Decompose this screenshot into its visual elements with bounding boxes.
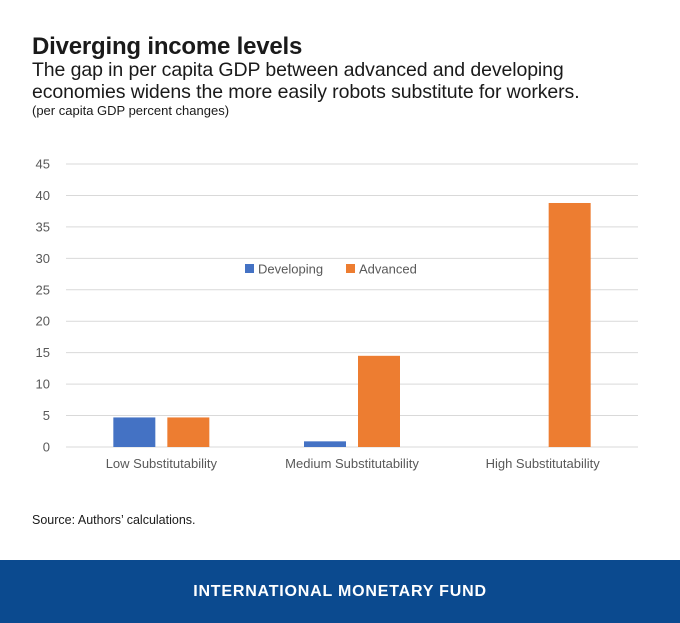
footer-banner: INTERNATIONAL MONETARY FUND	[0, 560, 680, 623]
legend-label-developing: Developing	[258, 262, 323, 277]
source-note: Source: Authors’ calculations.	[32, 513, 196, 527]
bar-advanced-1	[167, 417, 210, 447]
chart-units: (per capita GDP percent changes)	[32, 103, 230, 118]
y-tick-label: 40	[36, 188, 50, 203]
y-tick-label: 20	[36, 314, 50, 329]
x-category-label: Medium Substitutability	[285, 456, 419, 471]
y-tick-label: 0	[43, 440, 50, 455]
bar-advanced-3	[548, 202, 591, 447]
bar-advanced-2	[358, 355, 400, 447]
legend-label-advanced: Advanced	[359, 262, 417, 277]
y-tick-label: 10	[36, 377, 50, 392]
legend-swatch-advanced	[346, 264, 355, 273]
chart-subtitle: The gap in per capita GDP between advanc…	[32, 59, 580, 103]
x-category-label: Low Substitutability	[106, 456, 218, 471]
footer-brand: INTERNATIONAL MONETARY FUND	[193, 582, 487, 600]
bar-developing-2	[304, 441, 346, 447]
y-tick-label: 30	[36, 251, 50, 266]
y-tick-label: 15	[36, 345, 50, 360]
legend-swatch-developing	[245, 264, 254, 273]
y-tick-label: 45	[36, 157, 50, 172]
y-tick-label: 35	[36, 219, 50, 234]
y-tick-label: 25	[36, 282, 50, 297]
x-category-label: High Substitutability	[486, 456, 601, 471]
y-tick-label: 5	[43, 408, 50, 423]
bar-developing-1	[113, 417, 156, 447]
bar-chart: 0 5 10 15 20 25 30 35 40 45 Low Substitutability Me…	[36, 157, 638, 471]
chart-title: Diverging income levels	[32, 33, 303, 60]
